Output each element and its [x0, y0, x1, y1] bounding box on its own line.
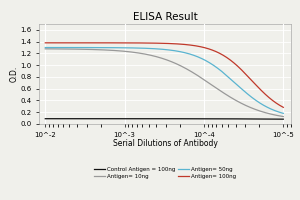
- Legend: Control Antigen = 100ng, Antigen= 10ng, Antigen= 50ng, Antigen= 100ng: Control Antigen = 100ng, Antigen= 10ng, …: [92, 165, 238, 181]
- Title: ELISA Result: ELISA Result: [133, 12, 197, 22]
- Y-axis label: O.D.: O.D.: [10, 66, 19, 82]
- X-axis label: Serial Dilutions of Antibody: Serial Dilutions of Antibody: [112, 139, 218, 148]
